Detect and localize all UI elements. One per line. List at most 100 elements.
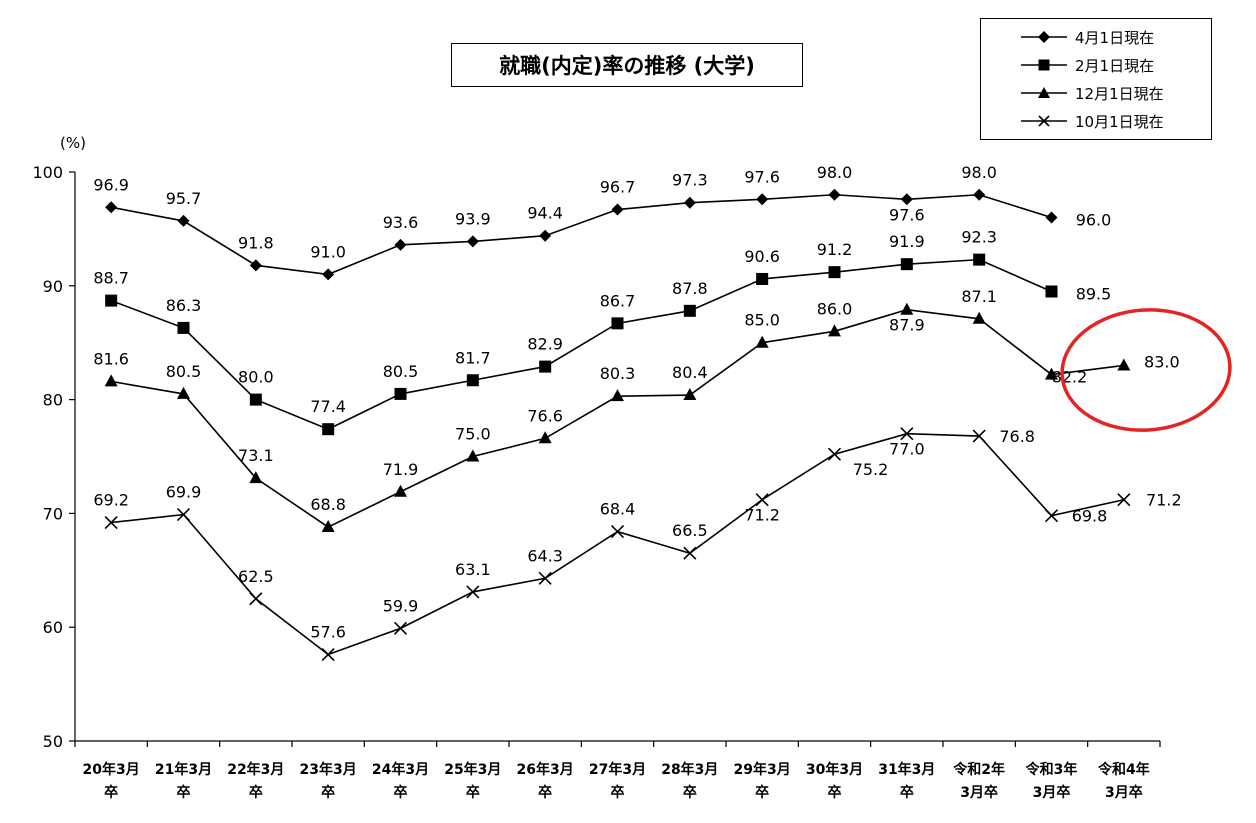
y-tick-label: 70 (43, 504, 63, 523)
data-label: 91.8 (238, 233, 274, 252)
data-label: 82.2 (1052, 368, 1088, 387)
data-point-diamond (973, 188, 986, 201)
data-point-x (972, 429, 986, 443)
data-label: 96.7 (600, 178, 636, 197)
data-label: 97.6 (889, 205, 925, 224)
data-point-triangle (177, 386, 190, 399)
data-point-x (393, 621, 408, 635)
data-label: 97.3 (672, 171, 708, 190)
legend-label-october: 10月1日現在 (1075, 112, 1164, 131)
highlight-ellipse (1060, 308, 1232, 432)
data-point-diamond (322, 268, 335, 281)
data-label: 86.0 (817, 299, 853, 318)
data-label: 87.9 (889, 316, 925, 335)
data-label: 91.9 (889, 232, 925, 251)
data-point-diamond (249, 259, 262, 272)
x-tick-label: 卒 (321, 784, 335, 801)
data-label: 75.0 (455, 425, 491, 444)
data-label: 96.9 (93, 175, 129, 194)
data-point-triangle (900, 302, 914, 315)
data-label: 69.9 (166, 483, 202, 502)
data-label: 93.6 (383, 213, 419, 232)
data-label: 71.2 (1146, 491, 1182, 510)
data-point-square (611, 317, 624, 330)
data-point-x (104, 515, 118, 530)
data-point-diamond (105, 201, 118, 214)
x-tick-label: 27年3月 (589, 761, 646, 778)
x-tick-label: 卒 (611, 784, 625, 801)
legend-item-february: 2月1日現在 (981, 53, 1211, 77)
data-point-triangle (755, 335, 769, 348)
data-label: 63.1 (455, 560, 491, 579)
legend: 4月1日現在 2月1日現在 12月1日現在 10月1日現在 (980, 18, 1212, 140)
data-label: 93.9 (455, 209, 491, 228)
x-tick-label: 3月卒 (960, 784, 998, 801)
data-point-diamond (900, 193, 913, 206)
data-point-triangle (972, 311, 986, 324)
data-label: 71.2 (744, 506, 780, 525)
x-tick-label: 卒 (755, 784, 769, 801)
data-point-x (466, 585, 480, 599)
data-label: 76.8 (999, 427, 1035, 446)
data-point-diamond (394, 238, 407, 251)
y-tick-label: 100 (32, 163, 63, 182)
data-label: 75.2 (853, 460, 889, 479)
data-label: 81.7 (455, 348, 491, 367)
data-point-square (249, 393, 262, 406)
data-label: 59.9 (383, 596, 419, 615)
x-tick-label: 令和2年 (952, 761, 1005, 778)
x-tick-label: 20年3月 (83, 761, 140, 778)
y-tick-label: 50 (43, 732, 63, 751)
legend-label-february: 2月1日現在 (1075, 56, 1155, 75)
x-tick-label: 令和3年 (1025, 761, 1078, 778)
data-label: 68.8 (310, 495, 346, 514)
data-point-diamond (466, 235, 479, 248)
data-label: 96.0 (1076, 211, 1112, 230)
data-label: 73.1 (238, 446, 274, 465)
data-point-triangle (538, 431, 552, 444)
data-point-x (1117, 493, 1131, 507)
y-tick-label: 90 (43, 277, 63, 296)
data-label: 68.4 (600, 500, 636, 519)
square-marker-icon (1021, 59, 1067, 71)
x-tick-label: 卒 (538, 784, 552, 801)
data-point-diamond (177, 214, 190, 227)
data-point-square (828, 266, 841, 279)
data-label: 87.1 (961, 287, 997, 306)
x-tick-label: 卒 (900, 784, 914, 801)
data-point-x (900, 427, 914, 441)
data-point-triangle (321, 520, 335, 533)
data-label: 97.6 (744, 167, 780, 186)
x-tick-label: 28年3月 (661, 761, 718, 778)
data-point-square (900, 258, 913, 271)
data-label: 91.2 (817, 240, 853, 259)
data-label: 77.0 (889, 440, 925, 459)
data-label: 90.6 (744, 247, 780, 266)
data-label: 82.9 (527, 335, 563, 354)
data-label: 88.7 (93, 269, 129, 288)
data-point-triangle (249, 471, 263, 484)
data-label: 66.5 (672, 521, 708, 540)
diamond-marker-icon (1021, 31, 1067, 43)
data-point-x (827, 447, 842, 461)
data-point-x (755, 493, 769, 507)
data-point-square (539, 360, 552, 373)
x-tick-label: 卒 (466, 784, 480, 801)
data-point-x (249, 592, 263, 606)
data-point-triangle (466, 449, 480, 462)
x-tick-label: 卒 (828, 784, 842, 801)
x-tick-label: 24年3月 (372, 761, 429, 778)
data-point-diamond (1045, 211, 1058, 224)
data-point-x (610, 525, 625, 539)
x-tick-label: 29年3月 (734, 761, 791, 778)
data-point-square (177, 321, 190, 334)
data-point-x (538, 571, 552, 585)
x-marker-icon (1021, 115, 1067, 127)
chart-title: 就職(内定)率の推移 (大学) (451, 43, 803, 87)
data-label: 98.0 (961, 163, 997, 182)
y-tick-label: 80 (43, 391, 63, 410)
data-point-diamond (539, 229, 552, 242)
data-label: 94.4 (527, 204, 563, 223)
data-label: 92.3 (961, 228, 997, 247)
data-label: 62.5 (238, 567, 274, 586)
